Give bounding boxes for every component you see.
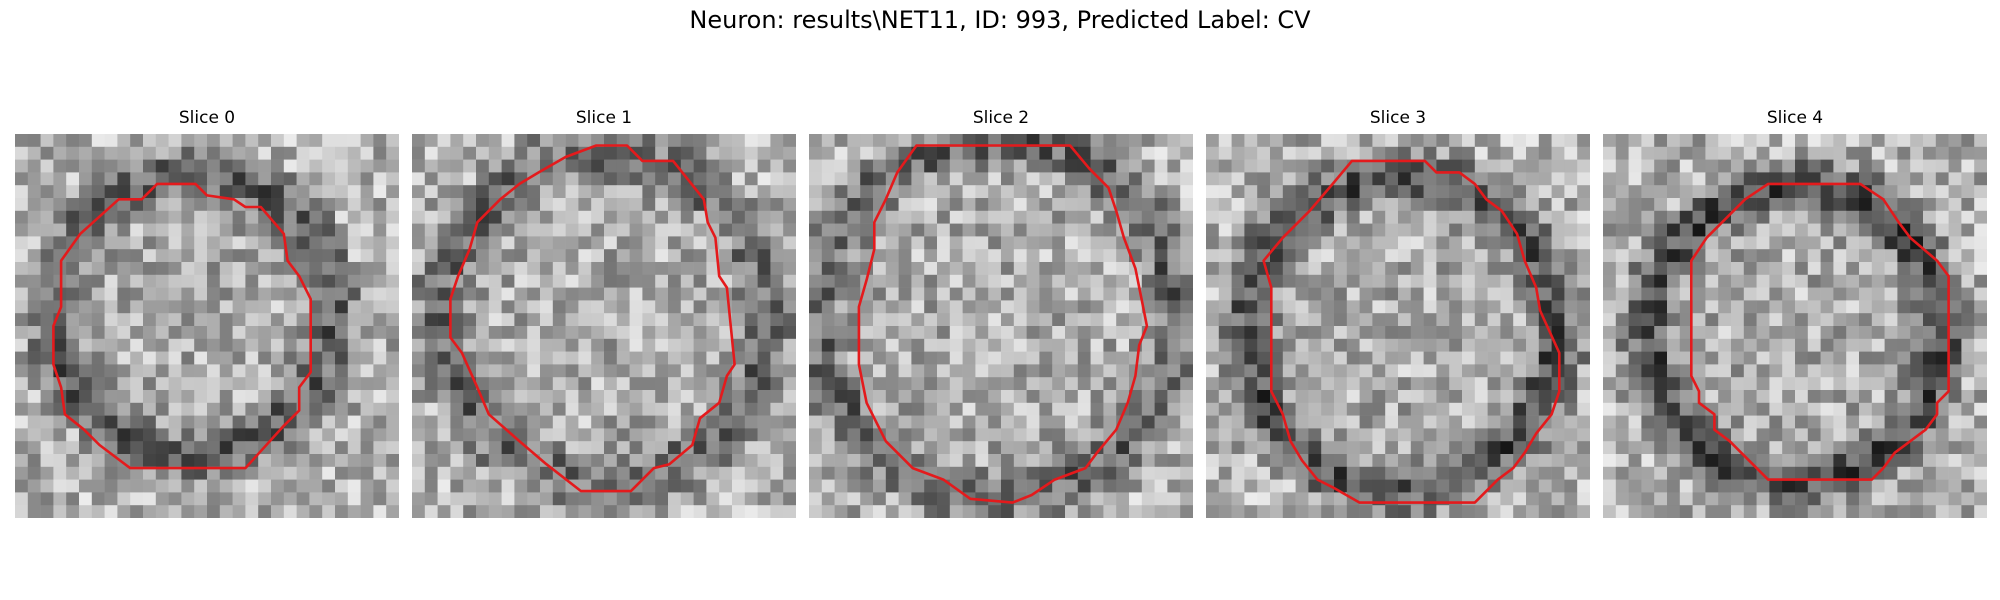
slice-texture [15, 134, 399, 518]
slice-image-2 [809, 134, 1193, 518]
slice-texture [1206, 134, 1590, 518]
slice-image-3 [1206, 134, 1590, 518]
slice-title-0: Slice 0 [178, 108, 236, 128]
slice-image-1 [412, 134, 796, 518]
slice-texture [412, 134, 796, 518]
slice-image-0 [15, 134, 399, 518]
figure-title: Neuron: results\NET11, ID: 993, Predicte… [689, 6, 1311, 34]
slice-texture [1603, 134, 1987, 518]
segmentation-contour [1690, 182, 1950, 481]
slice-texture [809, 134, 1193, 518]
slice-title-2: Slice 2 [972, 108, 1030, 128]
slice-image-4 [1603, 134, 1987, 518]
segmentation-contour [1262, 159, 1561, 504]
segmentation-contour [857, 144, 1149, 504]
slice-title-1: Slice 1 [575, 108, 633, 128]
segmentation-contour [52, 182, 313, 470]
slice-title-4: Slice 4 [1766, 108, 1824, 128]
slice-title-3: Slice 3 [1369, 108, 1427, 128]
segmentation-contour [449, 144, 736, 493]
